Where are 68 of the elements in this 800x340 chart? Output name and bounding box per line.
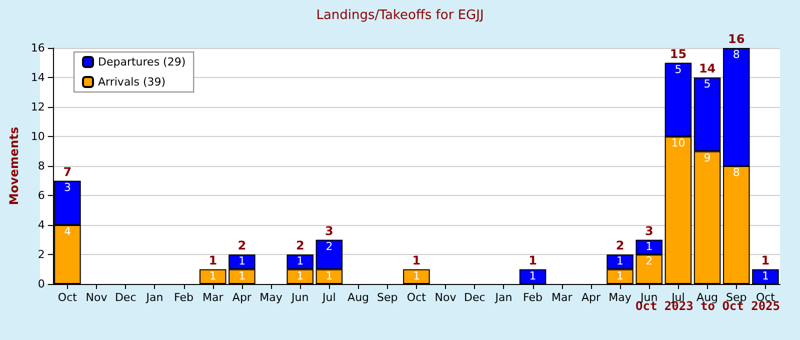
x-tick-label: May	[260, 291, 283, 304]
data-label: 1	[238, 269, 246, 282]
data-label: 8	[732, 166, 740, 179]
y-axis-title: Movements	[7, 126, 21, 206]
data-label: 2	[646, 254, 653, 268]
x-tick-label: Jan	[494, 291, 512, 304]
y-tick-label: 8	[38, 160, 45, 172]
total-label: 15	[670, 46, 687, 61]
total-label: 7	[63, 164, 72, 179]
data-label: 1	[529, 269, 536, 282]
total-label: 14	[698, 62, 716, 76]
data-label: 1	[296, 254, 304, 268]
x-tick-label: Nov	[86, 291, 108, 304]
x-tick-label: Apr	[581, 291, 601, 304]
y-tick-label: 16	[30, 42, 45, 54]
total-label: 1	[528, 253, 537, 268]
x-tick-label: Sep	[376, 291, 398, 304]
x-tick-label: Mar	[202, 291, 224, 304]
total-label: 3	[644, 224, 654, 238]
y-tick-label: 12	[30, 100, 45, 114]
x-tick-label: Jul	[322, 291, 336, 304]
data-label: 2	[326, 240, 333, 253]
data-label: 1	[326, 269, 333, 282]
total-label: 1	[412, 253, 421, 268]
data-label: 8	[732, 48, 740, 61]
total-label: 1	[208, 253, 218, 268]
data-label: 5	[674, 62, 682, 76]
x-tick-label: May	[608, 291, 632, 304]
total-label: 2	[238, 238, 246, 252]
data-label: 1	[209, 269, 216, 282]
y-tick-label: 14	[30, 71, 45, 84]
x-tick-label: Jan	[145, 291, 164, 304]
data-label: 1	[762, 269, 769, 282]
y-tick-label: 10	[30, 130, 45, 143]
data-label: 1	[646, 240, 653, 253]
data-label: 1	[412, 269, 420, 282]
x-tick-label: Nov	[434, 291, 457, 304]
x-tick-label: Oct	[58, 291, 78, 304]
x-tick-label: Dec	[464, 291, 486, 304]
data-label: 1	[296, 269, 304, 282]
x-tick-label: Feb	[174, 291, 194, 304]
data-label: 1	[616, 269, 624, 282]
data-label: 3	[64, 180, 71, 194]
x-tick-label: Apr	[232, 291, 252, 304]
data-label: 9	[704, 151, 711, 164]
data-label: 5	[704, 78, 711, 90]
y-tick-label: 4	[38, 218, 45, 232]
x-tick-label: Feb	[523, 291, 543, 304]
x-tick-label: Oct	[406, 291, 427, 304]
y-tick-label: 2	[38, 248, 45, 261]
data-label: 1	[238, 254, 246, 268]
total-label: 1	[761, 253, 770, 268]
data-label: 1	[616, 254, 624, 268]
chart-title: Landings/Takeoffs for EGJJ	[316, 8, 484, 23]
x-tick-label: Mar	[551, 291, 573, 304]
x-tick-label: Aug	[348, 291, 370, 304]
y-tick-label: 6	[38, 189, 45, 202]
total-label: 16	[728, 32, 745, 46]
legend-label: Arrivals (39)	[98, 76, 166, 88]
data-label: 4	[64, 225, 71, 238]
total-label: 2	[296, 238, 304, 252]
legend-label: Departures (29)	[98, 56, 186, 68]
x-tick-label: Jun	[290, 291, 309, 304]
y-tick-label: 0	[38, 278, 45, 290]
total-label: 2	[616, 238, 624, 252]
data-label: 10	[671, 136, 686, 150]
total-label: 3	[325, 224, 334, 238]
x-tick-label: Dec	[114, 291, 136, 304]
